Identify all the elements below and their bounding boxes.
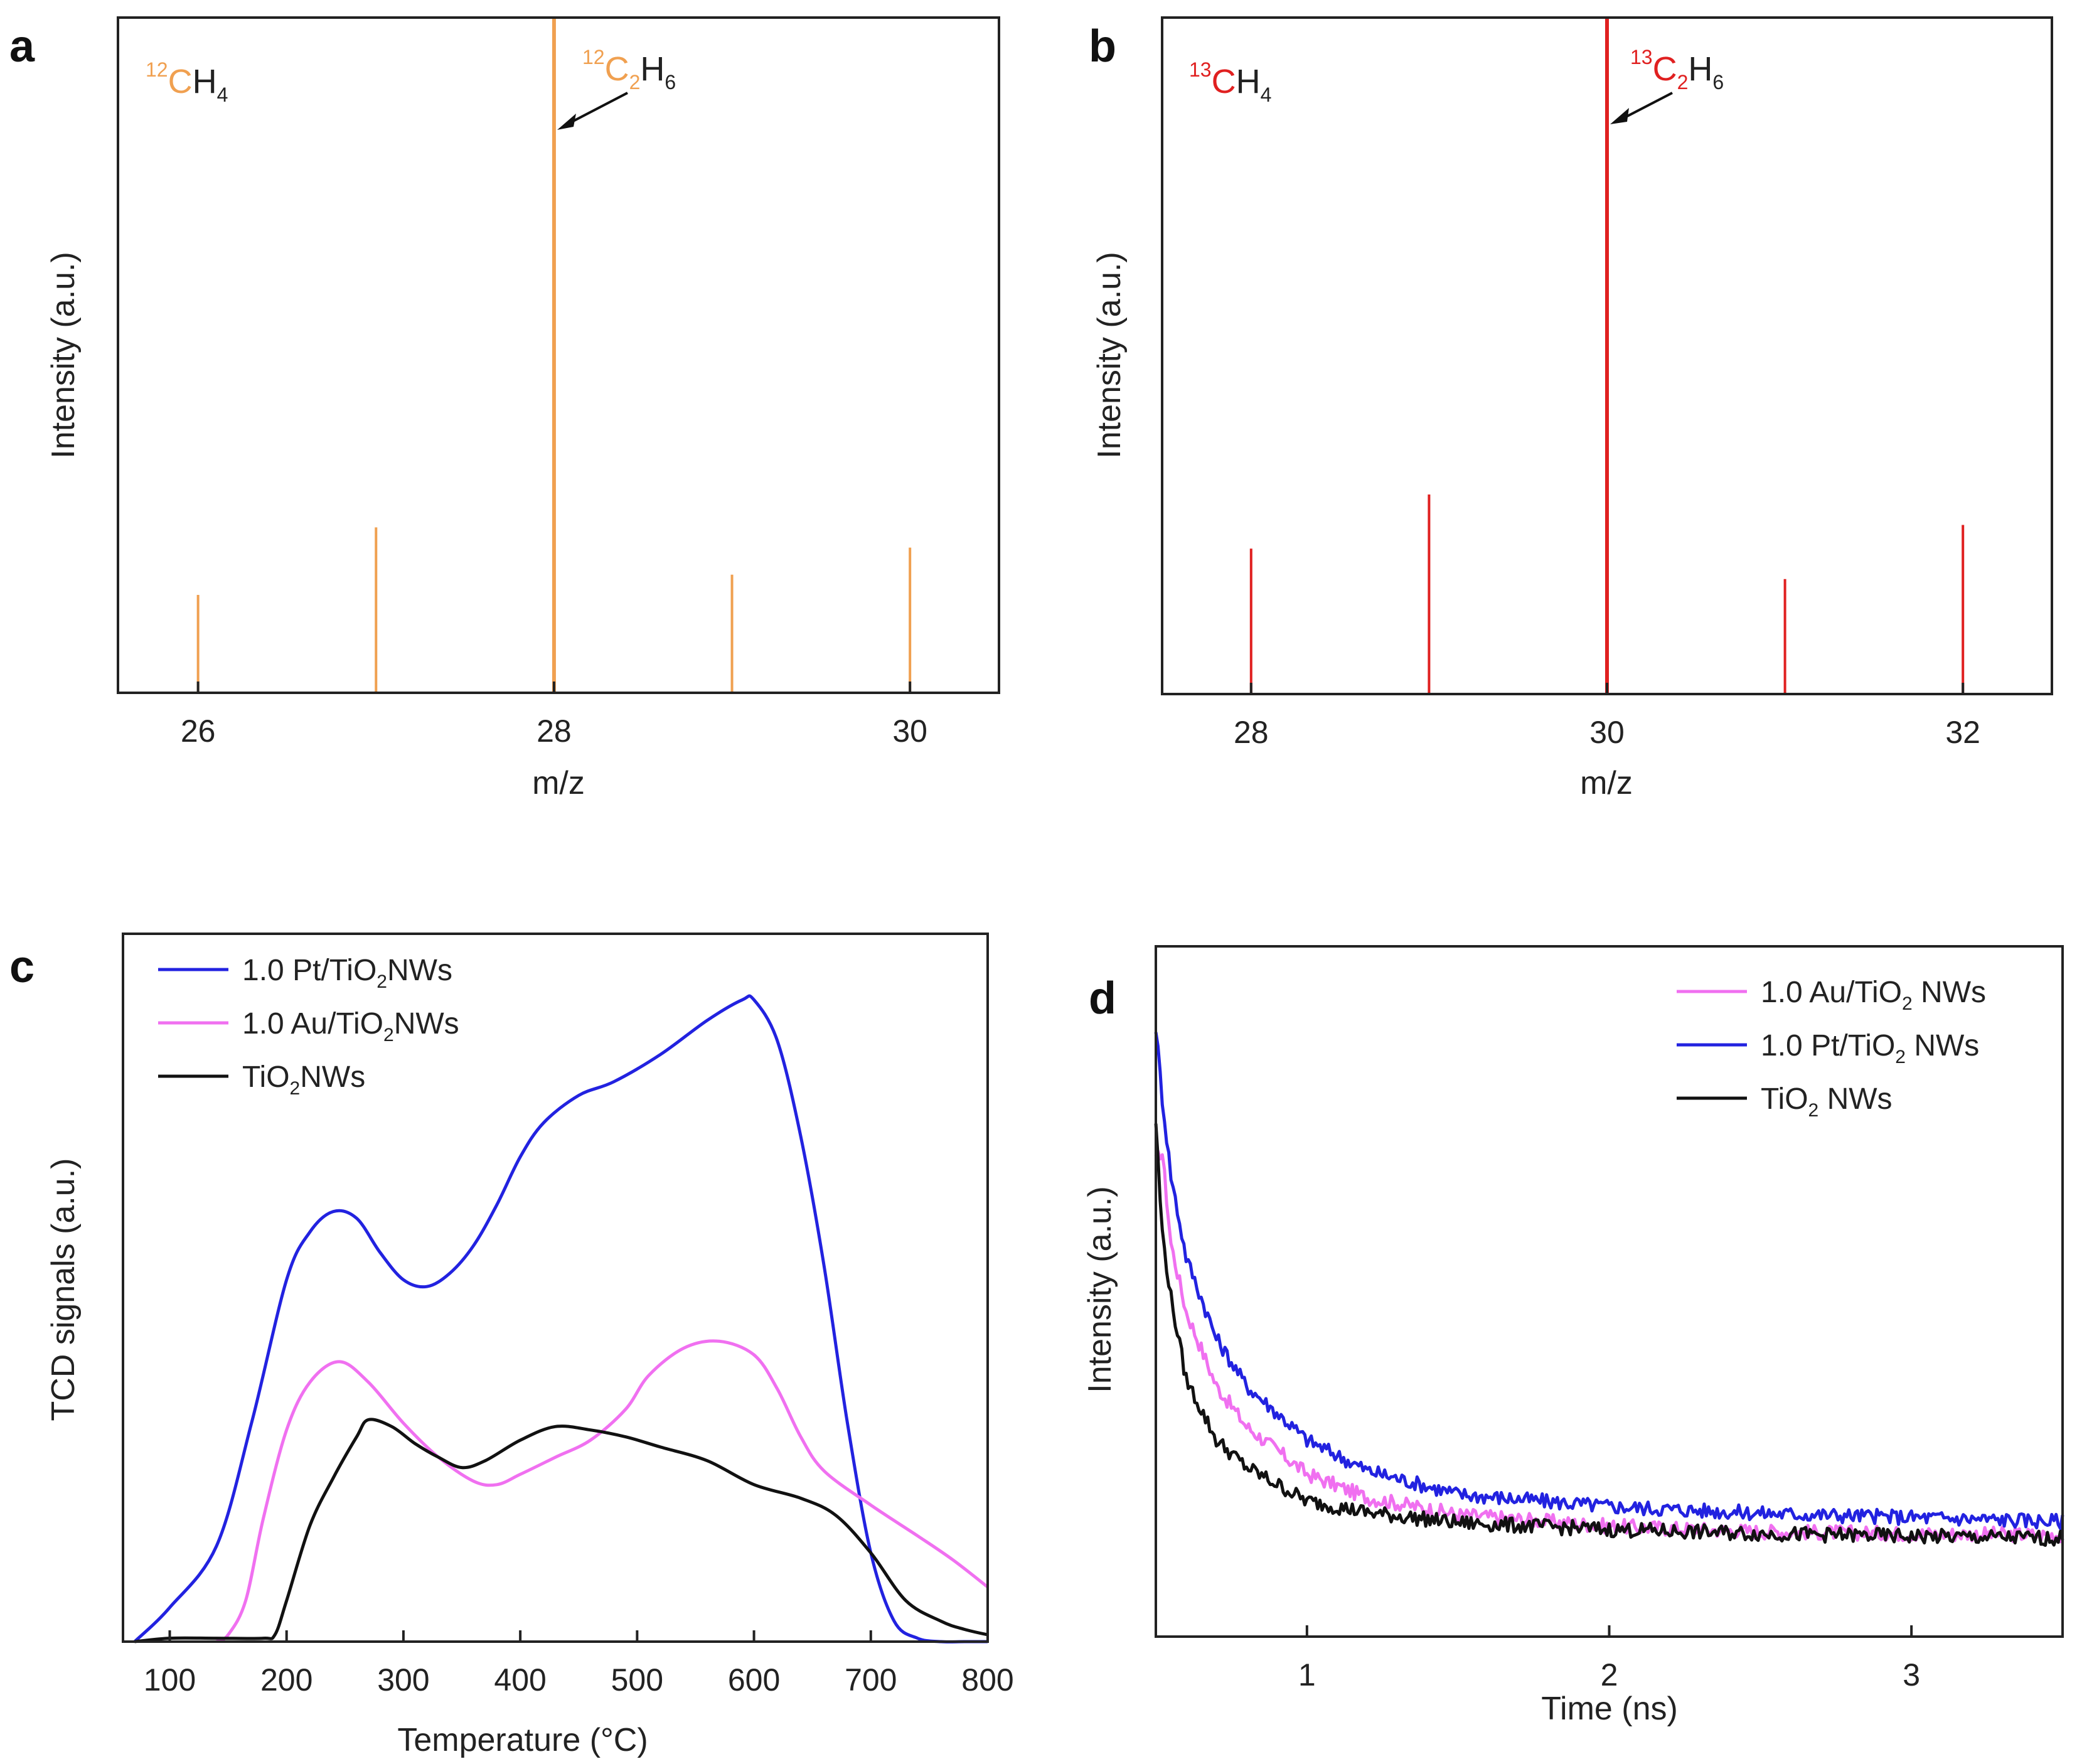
x-tick-label-a-28: 28	[537, 714, 572, 749]
legend-label-d-1: 1.0 Au/TiO2 NWs	[1761, 976, 1986, 1014]
peak-label-12ch4: 12CH4	[146, 58, 228, 106]
panel-letter-c: c	[9, 942, 35, 992]
plot-frame-c	[122, 933, 989, 1643]
marks-d	[1154, 1032, 2064, 1547]
panel-b: b 28 30 32 m/z Intensity (a.u.) 13CH4 13C2…	[1089, 16, 2053, 801]
panel-c: c 100 200 300 400 500 600 700 800 Temperature (…	[9, 933, 1014, 1758]
marks-c	[133, 994, 989, 1644]
legend-d: 1.0 Au/TiO2 NWs 1.0 Pt/TiO2 NWs TiO2 NWs	[1677, 976, 1986, 1121]
x-tick-label-c-600: 600	[728, 1662, 780, 1697]
arrowhead-13c2h6	[1610, 108, 1629, 124]
x-tick-label-c-400: 400	[494, 1662, 546, 1697]
y-axis-label-d: Intensity (a.u.)	[1082, 1186, 1118, 1392]
x-tick-label-d-2: 2	[1601, 1657, 1618, 1692]
legend-label-d-3: TiO2 NWs	[1761, 1082, 1893, 1121]
peak-label-13ch4: 13CH4	[1189, 58, 1271, 106]
legend-label-c-3: TiO2NWs	[242, 1061, 365, 1099]
x-tick-label-b-28: 28	[1234, 715, 1269, 750]
x-axis-label-d: Time (ns)	[1541, 1691, 1678, 1727]
y-axis-label-b: Intensity (a.u.)	[1091, 252, 1128, 458]
x-tick-label-d-3: 3	[1903, 1657, 1920, 1692]
x-tick-label-a-26: 26	[181, 714, 216, 749]
arrowhead-12c2h6	[557, 114, 576, 130]
x-tick-label-b-30: 30	[1589, 715, 1625, 750]
panel-letter-b: b	[1089, 21, 1116, 72]
arrow-12c2h6	[564, 92, 628, 127]
legend-c: 1.0 Pt/TiO2NWs 1.0 Au/TiO2NWs TiO2NWs	[158, 954, 459, 1099]
ticks-b: 28 30 32	[1234, 683, 1980, 750]
x-tick-label-c-200: 200	[260, 1662, 312, 1697]
x-tick-label-c-700: 700	[845, 1662, 897, 1697]
series-line-d-1	[1154, 1149, 2064, 1544]
x-tick-label-c-800: 800	[961, 1662, 1013, 1697]
panel-d: d 1 2 3 Time (ns) Intensity (a.u.) 1.0 Au/…	[1082, 945, 2064, 1727]
y-axis-label-c: TCD signals (a.u.)	[45, 1158, 82, 1421]
x-axis-label-a: m/z	[532, 765, 585, 801]
x-tick-label-c-500: 500	[611, 1662, 663, 1697]
legend-label-d-2: 1.0 Pt/TiO2 NWs	[1761, 1029, 1979, 1067]
x-tick-label-b-32: 32	[1945, 715, 1980, 750]
x-axis-label-c: Temperature (°C)	[397, 1722, 648, 1758]
legend-label-c-1: 1.0 Pt/TiO2NWs	[242, 954, 452, 992]
ticks-d: 1 2 3	[1298, 1625, 1920, 1692]
series-line-d-2	[1154, 1032, 2064, 1531]
ticks-a: 26 28 30	[181, 682, 927, 749]
marks-a	[196, 18, 912, 693]
marks-b	[1249, 18, 1965, 694]
plot-frame-a	[117, 16, 1000, 694]
x-axis-label-b: m/z	[1580, 765, 1633, 801]
peak-label-13c2h6: 13C2H6	[1630, 46, 1724, 94]
x-tick-label-a-30: 30	[892, 714, 927, 749]
series-line-c-1	[133, 994, 988, 1644]
x-tick-label-c-100: 100	[144, 1662, 196, 1697]
legend-label-c-2: 1.0 Au/TiO2NWs	[242, 1007, 459, 1045]
series-line-d-3	[1154, 1123, 2064, 1547]
series-line-c-3	[134, 1418, 988, 1644]
panel-letter-d: d	[1089, 973, 1116, 1024]
panel-a: a 26 28 30 m/z Intensity (a.u.) 12CH4 12C2…	[9, 16, 1000, 801]
series-line-c-2	[215, 1339, 989, 1644]
x-tick-label-d-1: 1	[1298, 1657, 1316, 1692]
panel-letter-a: a	[9, 21, 35, 72]
x-tick-label-c-300: 300	[377, 1662, 429, 1697]
ticks-c: 100 200 300 400 500 600 700 800	[144, 1630, 1014, 1697]
peak-label-12c2h6: 12C2H6	[582, 46, 676, 94]
y-axis-label-a: Intensity (a.u.)	[45, 252, 82, 458]
